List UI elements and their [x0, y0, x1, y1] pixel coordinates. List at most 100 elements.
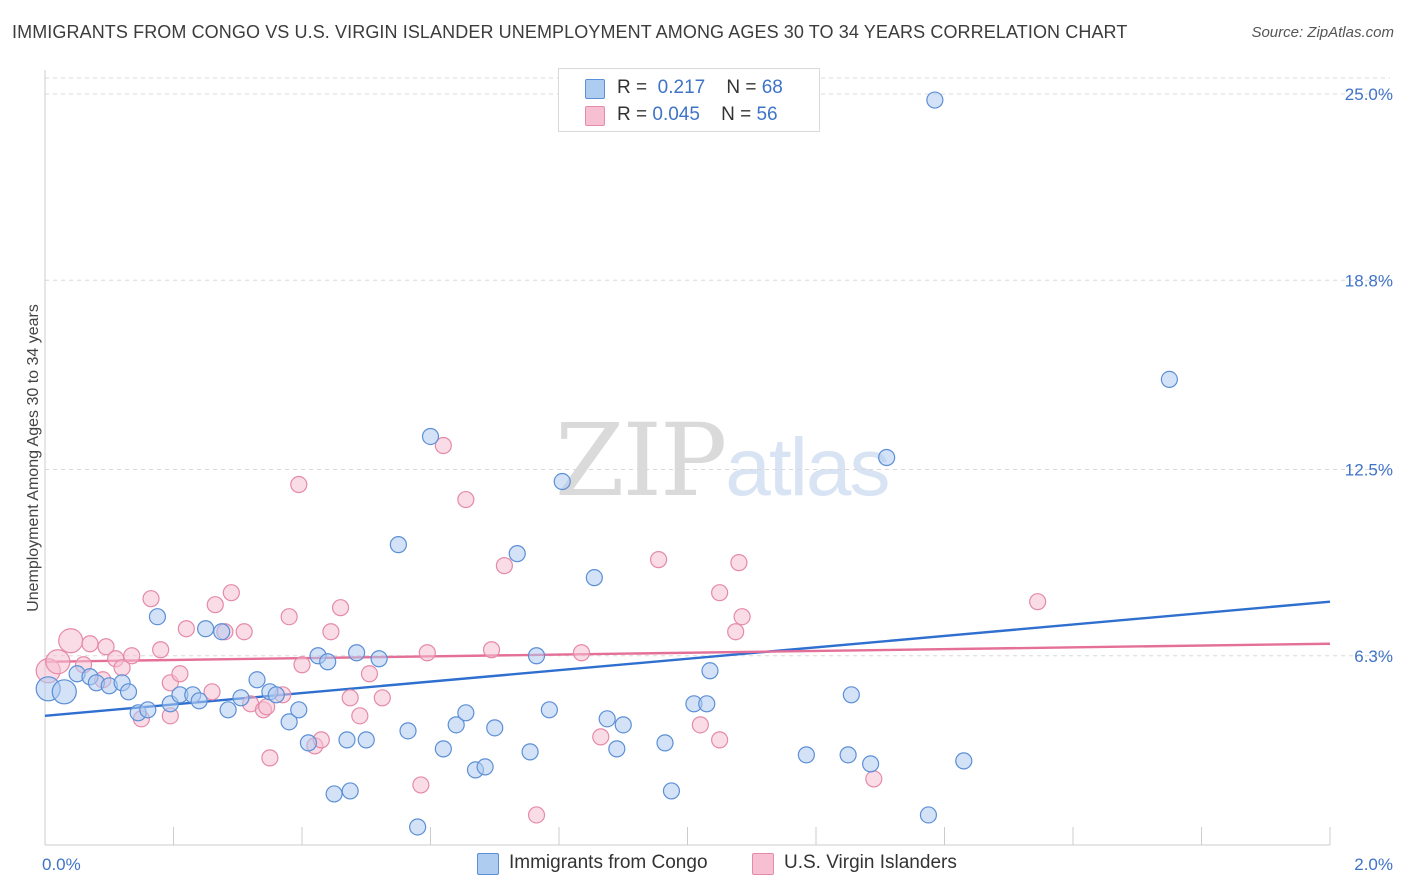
source-credit: Source: ZipAtlas.com [1251, 24, 1394, 41]
bottom-legend-label-virgin: U.S. Virgin Islanders [784, 852, 957, 873]
legend-n-label: N = [726, 77, 757, 98]
watermark-zip: ZIP [555, 402, 727, 519]
point-congo [319, 653, 337, 671]
bottom-legend-swatch-pink [752, 853, 774, 875]
point-congo [508, 545, 526, 563]
point-virgin [293, 656, 311, 674]
trend-line-congo [44, 600, 1331, 718]
point-congo [213, 623, 231, 641]
point-congo [190, 692, 208, 710]
point-virgin [495, 557, 513, 575]
point-virgin [691, 716, 709, 734]
point-virgin [97, 638, 115, 656]
point-congo [348, 644, 366, 662]
trend-lines [44, 600, 1331, 718]
point-congo [325, 785, 343, 803]
legend-swatch-pink [585, 106, 605, 126]
watermark: ZIPatlas [555, 402, 891, 519]
point-congo [614, 716, 632, 734]
y-tick-label: 12.5% [1345, 461, 1393, 480]
point-virgin [572, 644, 591, 662]
point-congo [585, 569, 603, 587]
point-virgin [177, 620, 195, 638]
point-virgin [412, 776, 430, 794]
legend-swatch-blue [585, 79, 605, 99]
point-congo [341, 782, 359, 800]
chart-title: IMMIGRANTS FROM CONGO VS U.S. VIRGIN ISL… [12, 22, 1128, 42]
point-congo [139, 701, 157, 719]
point-congo [299, 734, 318, 752]
axes [44, 70, 1331, 846]
bottom-legend-swatch-blue [477, 853, 499, 875]
point-virgin [235, 623, 253, 641]
point-virgin [727, 623, 745, 641]
point-congo [656, 734, 674, 752]
point-virgin [649, 551, 668, 569]
point-virgin [152, 641, 170, 659]
point-virgin [261, 749, 279, 767]
point-virgin [203, 683, 221, 701]
correlation-legend: R = 0.217 N = 68 R = 0.045 N = 56 [558, 68, 820, 132]
point-congo [338, 731, 356, 749]
point-virgin [351, 707, 369, 725]
point-congo [662, 782, 681, 800]
point-virgin [206, 596, 224, 614]
point-congo [399, 722, 417, 740]
point-congo [232, 689, 250, 707]
point-congo [290, 701, 308, 719]
point-congo [248, 671, 266, 689]
point-virgin [711, 584, 729, 602]
point-congo [797, 746, 815, 764]
legend-r-value-congo: 0.217 [657, 77, 706, 98]
point-congo [955, 752, 973, 770]
y-tick-label: 18.8% [1345, 271, 1393, 290]
point-virgin [322, 623, 340, 641]
point-virgin [711, 731, 729, 749]
point-congo [521, 743, 539, 761]
point-virgin [331, 599, 350, 617]
point-virgin [58, 628, 84, 654]
point-congo [698, 695, 716, 713]
bottom-legend-label-congo: Immigrants from Congo [509, 852, 708, 873]
legend-r-label: R = [617, 77, 648, 98]
point-congo [701, 662, 719, 680]
legend-n-value-congo: 68 [761, 77, 783, 98]
point-virgin [865, 770, 883, 788]
point-congo [919, 806, 938, 824]
legend-n-value-virgin: 56 [756, 104, 778, 125]
point-congo [527, 647, 546, 665]
point-congo [267, 686, 285, 704]
point-congo [447, 716, 465, 734]
point-congo [842, 686, 860, 704]
point-congo [370, 650, 388, 668]
point-congo [280, 713, 298, 731]
point-virgin [418, 644, 436, 662]
point-congo [409, 818, 427, 836]
point-virgin [373, 689, 391, 707]
point-congo [457, 704, 475, 722]
point-virgin [527, 806, 546, 824]
legend-r-value-virgin: 0.045 [652, 104, 700, 125]
point-congo [878, 448, 896, 467]
point-congo [148, 608, 167, 626]
point-congo [197, 620, 215, 638]
point-virgin [457, 490, 475, 509]
point-congo [926, 91, 944, 109]
point-congo [608, 740, 626, 758]
point-virgin [290, 475, 308, 494]
point-virgin [222, 584, 240, 602]
trend-line-virgin [44, 642, 1331, 663]
point-virgin [123, 647, 141, 665]
x-tick-label-max: 2.0% [1354, 855, 1393, 874]
y-tick-label: 25.0% [1345, 85, 1393, 104]
point-congo [119, 683, 138, 701]
point-virgin [360, 665, 379, 683]
point-congo [476, 758, 494, 776]
point-virgin [280, 608, 298, 626]
y-tick-label: 6.3% [1354, 647, 1393, 666]
point-congo [862, 755, 880, 773]
tick-labels: 6.3% 12.5% 18.8% 25.0% 0.0% 2.0% [42, 85, 1393, 874]
point-congo [219, 701, 237, 719]
point-congo [389, 536, 407, 554]
